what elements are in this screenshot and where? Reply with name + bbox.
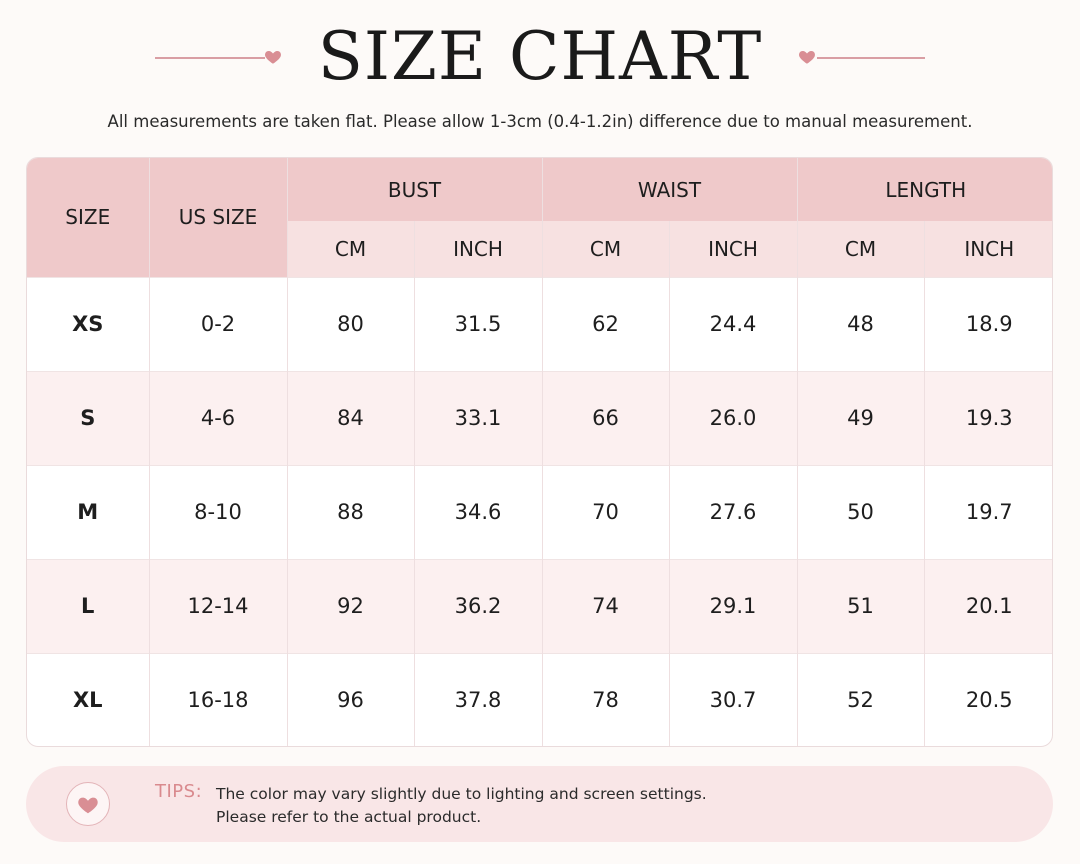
waist-cm-cell: 70 (542, 464, 670, 559)
waist-cm-cell: 62 (542, 276, 670, 371)
length-inch-cell: 20.1 (924, 558, 1052, 653)
column-group-waist: WAIST (542, 158, 798, 221)
waist-inch-cell: 29.1 (669, 558, 798, 653)
page-header: SIZE CHART (0, 0, 1080, 100)
waist-inch-cell: 24.4 (669, 276, 798, 371)
column-header-waist-inch: INCH (669, 221, 798, 277)
size-cell: L (27, 558, 150, 653)
us-size-cell: 16-18 (149, 652, 288, 746)
column-header-us-size: US SIZE (149, 158, 288, 277)
table-row: S 4-6 84 33.1 66 26.0 49 19.3 (27, 370, 1052, 465)
page-title: SIZE CHART (317, 18, 763, 95)
us-size-cell: 4-6 (149, 370, 288, 465)
us-size-cell: 12-14 (149, 558, 288, 653)
waist-inch-cell: 27.6 (669, 464, 798, 559)
length-cm-cell: 49 (797, 370, 925, 465)
bust-cm-cell: 96 (287, 652, 415, 746)
tips-badge (66, 782, 110, 826)
bust-cm-cell: 88 (287, 464, 415, 559)
column-group-length: LENGTH (797, 158, 1052, 221)
bust-cm-cell: 92 (287, 558, 415, 653)
measurement-note: All measurements are taken flat. Please … (107, 112, 973, 131)
table-row: XS 0-2 80 31.5 62 24.4 48 18.9 (27, 276, 1052, 371)
length-cm-cell: 51 (797, 558, 925, 653)
column-header-waist-cm: CM (542, 221, 670, 277)
length-cm-cell: 50 (797, 464, 925, 559)
waist-cm-cell: 78 (542, 652, 670, 746)
table-row: L 12-14 92 36.2 74 29.1 51 20.1 (27, 558, 1052, 653)
bust-cm-cell: 84 (287, 370, 415, 465)
waist-inch-cell: 30.7 (669, 652, 798, 746)
size-cell: S (27, 370, 150, 465)
us-size-cell: 8-10 (149, 464, 288, 559)
length-cm-cell: 52 (797, 652, 925, 746)
tips-text-line-1: The color may vary slightly due to light… (216, 785, 707, 803)
tips-label: TIPS: (155, 781, 203, 802)
bust-inch-cell: 33.1 (414, 370, 543, 465)
length-inch-cell: 20.5 (924, 652, 1052, 746)
length-inch-cell: 19.3 (924, 370, 1052, 465)
bust-inch-cell: 36.2 (414, 558, 543, 653)
bust-inch-cell: 31.5 (414, 276, 543, 371)
bust-inch-cell: 37.8 (414, 652, 543, 746)
bust-cm-cell: 80 (287, 276, 415, 371)
column-header-length-cm: CM (797, 221, 925, 277)
size-cell: XS (27, 276, 150, 371)
heart-icon (799, 51, 815, 64)
length-cm-cell: 48 (797, 276, 925, 371)
heart-icon (265, 51, 281, 64)
column-header-size: SIZE (27, 158, 150, 277)
waist-cm-cell: 74 (542, 558, 670, 653)
waist-cm-cell: 66 (542, 370, 670, 465)
length-inch-cell: 18.9 (924, 276, 1052, 371)
size-cell: M (27, 464, 150, 559)
column-header-length-inch: INCH (924, 221, 1052, 277)
length-inch-cell: 19.7 (924, 464, 1052, 559)
tips-text-line-2: Please refer to the actual product. (216, 808, 482, 826)
column-header-bust-cm: CM (287, 221, 415, 277)
waist-inch-cell: 26.0 (669, 370, 798, 465)
column-group-bust: BUST (287, 158, 543, 221)
heart-icon (78, 797, 98, 814)
bust-inch-cell: 34.6 (414, 464, 543, 559)
size-table: SIZE US SIZE BUST WAIST LENGTH CM INCH C… (26, 157, 1053, 747)
table-row: M 8-10 88 34.6 70 27.6 50 19.7 (27, 464, 1052, 559)
column-header-bust-inch: INCH (414, 221, 543, 277)
table-row: XL 16-18 96 37.8 78 30.7 52 20.5 (27, 652, 1052, 746)
decorative-line-left (155, 57, 265, 59)
size-cell: XL (27, 652, 150, 746)
tips-panel: TIPS: The color may vary slightly due to… (26, 766, 1053, 842)
us-size-cell: 0-2 (149, 276, 288, 371)
decorative-line-right (817, 57, 925, 59)
